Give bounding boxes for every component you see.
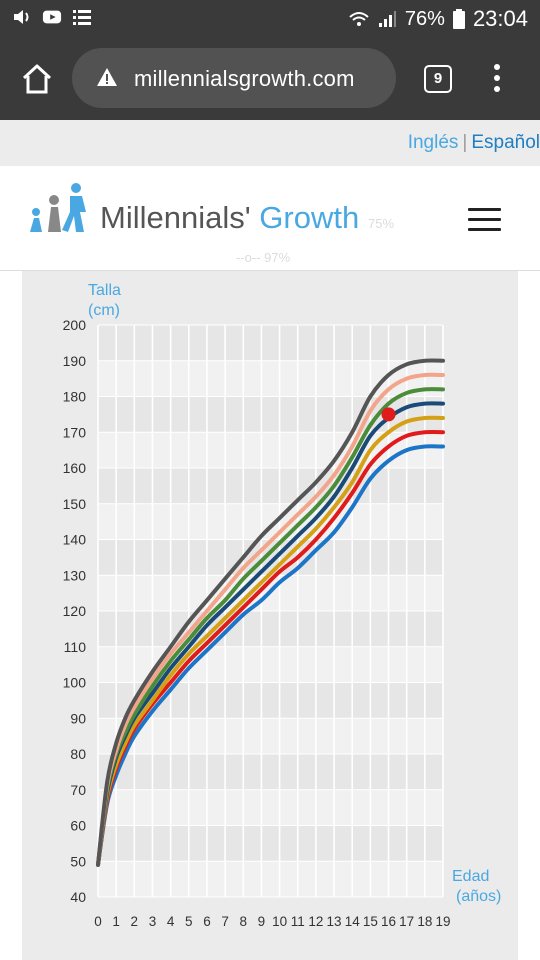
address-bar[interactable]: millennialsgrowth.com [72,48,396,108]
plot-band [98,325,443,361]
y-tick-label: 140 [63,532,87,548]
x-tick-label: 10 [272,914,287,929]
y-tick-label: 60 [70,818,86,834]
tab-switcher-button[interactable]: 9 [424,65,452,93]
y-tick-label: 90 [70,710,86,726]
x-tick-label: 5 [185,914,193,929]
x-tick-label: 14 [345,914,361,929]
y-axis-title-line1: Talla [88,282,121,299]
wifi-icon [349,12,369,26]
x-tick-label: 15 [363,914,378,929]
plot-band [98,468,443,504]
y-tick-label: 100 [63,675,87,691]
percentile-curve [96,387,445,867]
y-tick-label: 180 [63,389,87,405]
y-tick-label: 120 [63,603,87,619]
measurement-point [381,407,396,422]
browser-toolbar: millennialsgrowth.com 9 [0,38,540,120]
x-tick-label: 18 [417,914,432,929]
site-header: Millennials' Growth 75% --o-- 97% [0,166,540,271]
x-tick-label: 0 [94,914,102,929]
status-bar: 76% 23:04 [0,0,540,38]
y-tick-label: 110 [64,639,87,655]
percentile-curve [96,415,445,867]
brand-main: Millennials' [100,200,260,235]
lang-spanish-link[interactable]: Español [471,132,540,153]
x-tick-label: 7 [221,914,229,929]
ghost-legend-97: --o-- 97% [236,250,291,265]
x-tick-label: 6 [203,914,211,929]
x-tick-label: 8 [240,914,248,929]
plot-band [98,754,443,790]
x-tick-label: 17 [399,914,414,929]
hamburger-menu-icon[interactable] [468,208,501,232]
y-tick-label: 170 [63,424,87,440]
x-tick-label: 9 [258,914,266,929]
youtube-icon [42,10,62,24]
y-tick-label: 40 [70,889,86,905]
y-tick-label: 190 [63,353,87,369]
y-tick-label: 130 [63,567,87,583]
y-tick-label: 80 [70,746,86,762]
plot-band [98,539,443,576]
percentile-curve [96,358,445,867]
home-icon[interactable] [20,62,54,96]
x-tick-label: 4 [167,914,175,929]
x-tick-label: 12 [308,914,323,929]
x-tick-label: 13 [327,914,342,929]
plot-band [98,825,443,862]
ghost-legend-75: 75% [368,216,395,231]
warning-icon[interactable] [96,67,118,87]
volume-icon [14,10,29,24]
language-bar: Inglés | Español [0,120,540,166]
logo-children-icon[interactable] [26,182,92,234]
x-tick-label: 16 [381,914,396,929]
plot-band [98,611,443,647]
battery-icon [452,9,465,29]
percentile-curve [96,372,445,867]
y-tick-label: 160 [63,460,87,476]
y-axis-title-line2: (cm) [88,302,120,319]
brand-accent: Growth [259,200,360,235]
url-text[interactable]: millennialsgrowth.com [134,66,355,91]
x-tick-label: 3 [149,914,157,929]
y-tick-label: 70 [70,782,86,798]
y-tick-label: 200 [63,317,87,333]
x-axis-title-line2: (años) [456,888,501,905]
x-tick-label: 1 [112,914,120,929]
y-tick-label: 50 [70,853,86,869]
x-tick-label: 19 [435,914,450,929]
growth-chart: Talla (cm) Edad (años) 40506070809010011… [63,282,502,929]
signal-icon [378,11,396,27]
battery-percent: 76% [404,7,445,30]
percentile-curve [96,444,445,867]
x-tick-label: 2 [131,914,139,929]
clock: 23:04 [472,6,528,31]
brand-title[interactable]: Millennials' Growth [100,200,359,236]
notification-list-icon [73,10,91,25]
lang-separator: | [462,132,468,153]
overflow-menu-icon[interactable] [490,64,504,96]
lang-english-link[interactable]: Inglés [407,132,459,153]
x-axis-title-line1: Edad [452,868,489,885]
y-tick-label: 150 [63,496,87,512]
x-tick-label: 11 [291,914,305,929]
